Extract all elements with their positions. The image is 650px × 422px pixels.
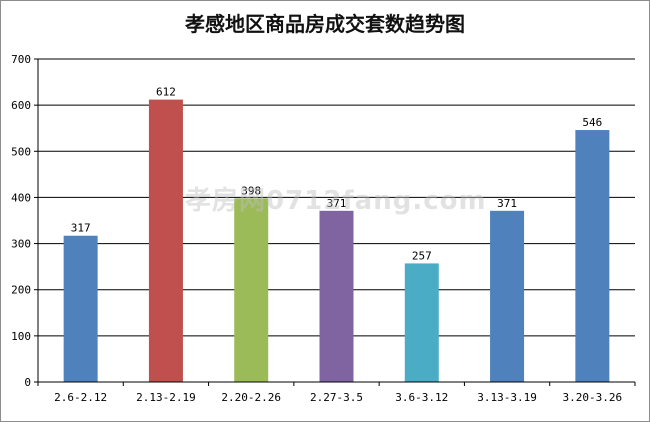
bar: [490, 210, 525, 382]
y-tick-label: 300: [11, 238, 31, 251]
bar: [63, 235, 98, 382]
data-label: 612: [156, 86, 176, 99]
x-tick-label: 3.6-3.12: [395, 391, 448, 404]
bar-layer: [63, 99, 610, 382]
data-label: 371: [497, 197, 517, 210]
bar: [148, 99, 183, 382]
y-tick-label: 200: [11, 284, 31, 297]
bar: [575, 130, 610, 382]
x-tick-label: 2.27-3.5: [310, 391, 363, 404]
y-tick-label: 600: [11, 99, 31, 112]
data-label: 317: [71, 222, 91, 235]
y-tick-label: 0: [24, 376, 31, 389]
x-tick-label: 3.20-3.26: [563, 391, 623, 404]
chart-title: 孝感地区商品房成交套数趋势图: [185, 12, 465, 36]
data-label: 371: [327, 197, 347, 210]
bar: [234, 198, 269, 382]
bar: [319, 210, 354, 382]
x-tick-label: 3.13-3.19: [477, 391, 537, 404]
data-label: 257: [412, 249, 432, 262]
y-tick-label: 500: [11, 145, 31, 158]
x-tick-label: 2.6-2.12: [54, 391, 107, 404]
y-tick-label: 700: [11, 53, 31, 66]
label-layer: 0 100 200 300 400 500 600 700 317 2.6-2.12 612 2.13…: [11, 53, 622, 404]
data-label: 398: [241, 184, 261, 197]
x-tick-label: 2.20-2.26: [221, 391, 281, 404]
data-label: 546: [582, 116, 602, 129]
watermark-text: 孝房网0712fang.com: [185, 186, 487, 216]
y-tick-label: 100: [11, 330, 31, 343]
x-tick-label: 2.13-2.19: [136, 391, 196, 404]
bar: [404, 263, 439, 382]
axis-layer: [34, 58, 636, 386]
y-tick-label: 400: [11, 191, 31, 204]
